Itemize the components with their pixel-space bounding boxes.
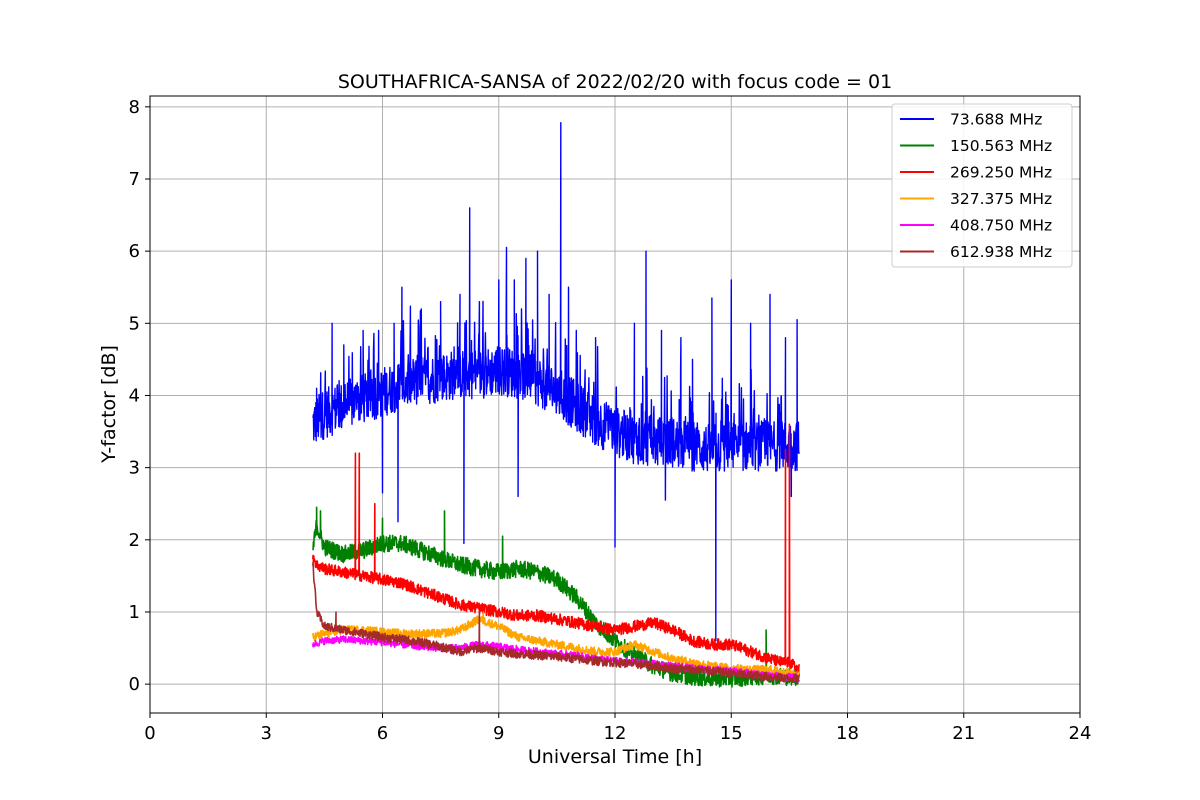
- y-tick-label: 2: [129, 530, 140, 551]
- legend-label-3: 327.375 MHz: [950, 190, 1052, 208]
- x-tick-label: 15: [720, 723, 743, 744]
- series-line-2: [312, 423, 800, 674]
- legend-label-0: 73.688 MHz: [950, 111, 1042, 129]
- legend-label-5: 612.938 MHz: [950, 243, 1052, 261]
- x-tick-label: 18: [836, 723, 859, 744]
- x-tick-label: 6: [377, 723, 388, 744]
- x-axis-label: Universal Time [h]: [528, 746, 702, 768]
- series-line-5: [312, 561, 800, 684]
- y-tick-label: 4: [129, 385, 140, 406]
- x-tick-label: 9: [493, 723, 504, 744]
- legend: 73.688 MHz 150.563 MHz 269.250 MHz 327.375 …: [891, 103, 1073, 268]
- y-axis-label: Y-factor [dB]: [98, 345, 120, 464]
- y-tick-label: 3: [129, 458, 140, 479]
- x-tick-label: 3: [261, 723, 272, 744]
- x-tick-label: 0: [144, 723, 155, 744]
- y-tick-label: 6: [129, 241, 140, 262]
- x-tick-label: 12: [604, 723, 627, 744]
- y-tick-label: 8: [129, 97, 140, 118]
- chart-title: SOUTHAFRICA-SANSA of 2022/02/20 with foc…: [338, 71, 892, 93]
- y-tick-label: 1: [129, 602, 140, 623]
- legend-box: [891, 103, 1073, 268]
- y-tick-label: 5: [129, 313, 140, 334]
- legend-label-1: 150.563 MHz: [950, 137, 1052, 155]
- y-tick-label: 7: [129, 169, 140, 190]
- y-tick-label: 0: [129, 674, 140, 695]
- series-line-1: [312, 506, 800, 688]
- x-tick-label: 21: [952, 723, 975, 744]
- legend-label-2: 269.250 MHz: [950, 164, 1052, 182]
- series-layer: [312, 122, 800, 688]
- series-line-0: [312, 122, 800, 642]
- x-tick-label: 24: [1069, 723, 1092, 744]
- legend-label-4: 408.750 MHz: [950, 217, 1052, 235]
